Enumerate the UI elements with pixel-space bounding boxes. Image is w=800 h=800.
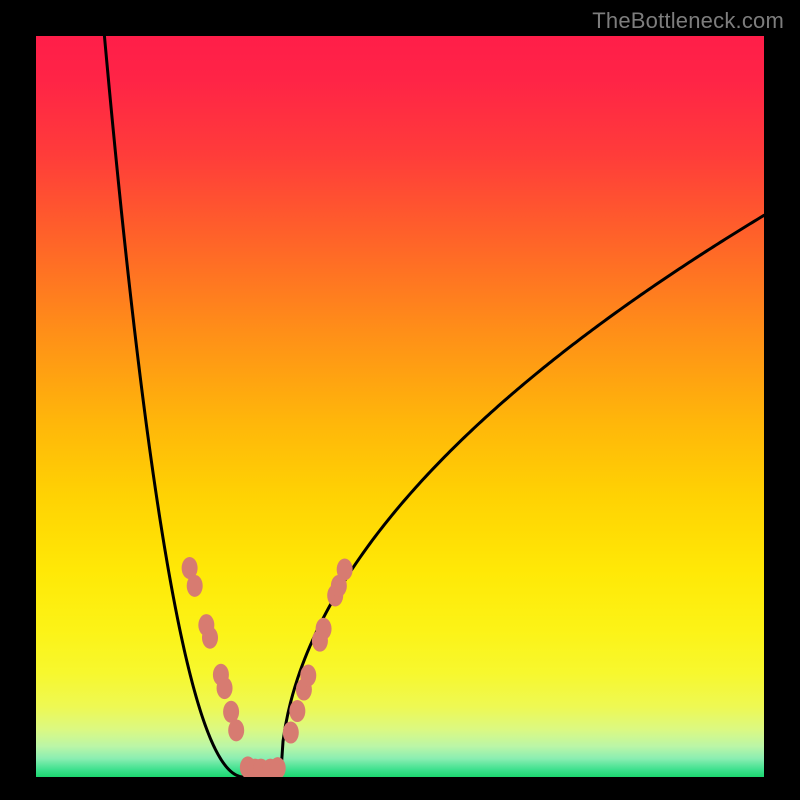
data-marker — [316, 618, 332, 640]
data-marker — [300, 664, 316, 686]
chart-stage: TheBottleneck.com — [0, 0, 800, 800]
data-marker — [337, 559, 353, 581]
data-marker — [228, 719, 244, 741]
curve-layer — [0, 0, 800, 800]
data-marker — [289, 700, 305, 722]
watermark-text: TheBottleneck.com — [592, 8, 784, 34]
data-marker — [187, 575, 203, 597]
data-marker — [202, 627, 218, 649]
data-marker — [217, 677, 233, 699]
bottleneck-curve — [104, 36, 764, 777]
data-marker — [283, 722, 299, 744]
data-marker — [270, 757, 286, 779]
